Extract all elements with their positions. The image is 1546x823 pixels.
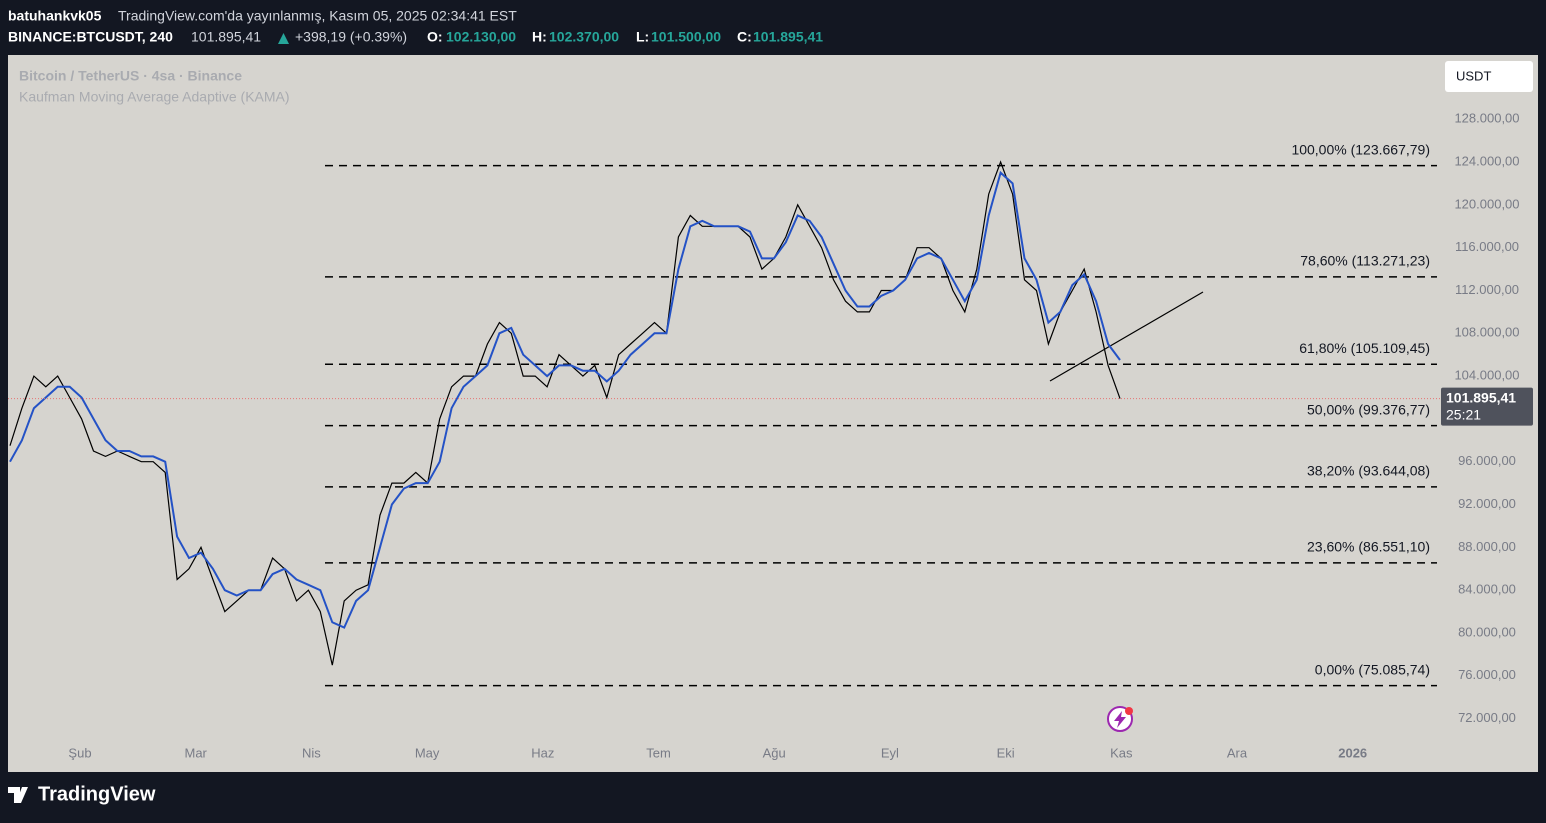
fib-label: 38,20% (93.644,08): [1307, 463, 1430, 479]
fib-label: 78,60% (113.271,23): [1300, 253, 1430, 269]
y-tick-label: 72.000,00: [1458, 710, 1516, 725]
y-tick-label: 96.000,00: [1458, 453, 1516, 468]
ohlc-key: H:: [532, 29, 547, 45]
y-tick-label: 92.000,00: [1458, 496, 1516, 511]
y-tick-label: 80.000,00: [1458, 624, 1516, 639]
y-tick-label: 84.000,00: [1458, 582, 1516, 597]
fib-label: 23,60% (86.551,10): [1307, 539, 1430, 555]
x-tick-label: Eki: [997, 745, 1015, 760]
trend-line: [1049, 291, 1204, 382]
y-tick-label: 128.000,00: [1454, 111, 1519, 126]
ohlc-key: O:: [427, 29, 443, 45]
fib-label: 50,00% (99.376,77): [1307, 401, 1430, 417]
y-tick-label: 112.000,00: [1455, 282, 1519, 297]
chart-title: Bitcoin / TetherUS · 4sa · Binance: [19, 68, 242, 84]
x-tick-label: Şub: [68, 745, 91, 760]
y-tick-label: 88.000,00: [1458, 539, 1516, 554]
x-tick-label: Tem: [646, 745, 671, 760]
fib-label: 100,00% (123.667,79): [1291, 141, 1430, 157]
brand-logo: [8, 787, 28, 803]
ohlc-value: 102.370,00: [549, 29, 619, 45]
author: batuhankvk05: [8, 8, 102, 24]
currency-button[interactable]: [1445, 61, 1533, 92]
fib-label: 61,80% (105.109,45): [1299, 340, 1430, 356]
y-tick-label: 116.000,00: [1455, 239, 1519, 254]
y-tick-label: 108.000,00: [1454, 325, 1519, 340]
last-price-box: [1441, 387, 1533, 426]
x-tick-label: Mar: [185, 745, 208, 760]
x-tick-label: Ağu: [763, 745, 786, 760]
published: TradingView.com'da yayınlanmış, Kasım 05…: [118, 8, 517, 24]
last-price-label: 101.895,41: [1446, 389, 1516, 405]
ohlc-value: 101.500,00: [651, 29, 721, 45]
plot: 72.000,00 76.000,00 80.000,00 84.000,00 88.0…: [8, 111, 1533, 760]
countdown: 25:21: [1446, 406, 1481, 422]
event-dot: [1125, 707, 1133, 715]
y-tick-label: 76.000,00: [1458, 667, 1516, 682]
x-tick-label: Eyl: [881, 745, 899, 760]
y-tick-label: 104.000,00: [1454, 368, 1519, 383]
ohlc-key: C:: [737, 29, 752, 45]
kama-line: [9, 170, 1121, 629]
ohlc-value: 101.895,41: [753, 29, 823, 45]
x-tick-label: Haz: [531, 745, 554, 760]
indicator-name: Kaufman Moving Average Adaptive (KAMA): [19, 89, 290, 105]
y-tick-label: 124.000,00: [1454, 153, 1519, 168]
brand-name: TradingView: [38, 783, 156, 805]
ohlc-value: 102.130,00: [446, 29, 516, 45]
ohlc-key: L:: [636, 29, 649, 45]
up-arrow: [278, 33, 289, 44]
x-tick-label: May: [415, 745, 440, 760]
x-tick-label: Kas: [1110, 745, 1133, 760]
last-price: 101.895,41: [191, 29, 261, 45]
event-bolt: [1114, 711, 1126, 728]
currency-label[interactable]: USDT: [1456, 68, 1491, 83]
chart-area: [8, 55, 1538, 772]
y-tick-label: 120.000,00: [1454, 196, 1519, 211]
x-tick-label: 2026: [1338, 745, 1367, 760]
price-line: [9, 160, 1121, 666]
symbol: BINANCE:BTCUSDT, 240: [8, 29, 173, 45]
fib-label: 0,00% (75.085,74): [1315, 661, 1430, 677]
change: +398,19 (+0.39%): [295, 29, 407, 45]
x-tick-label: Nis: [302, 745, 321, 760]
x-tick-label: Ara: [1227, 745, 1248, 760]
